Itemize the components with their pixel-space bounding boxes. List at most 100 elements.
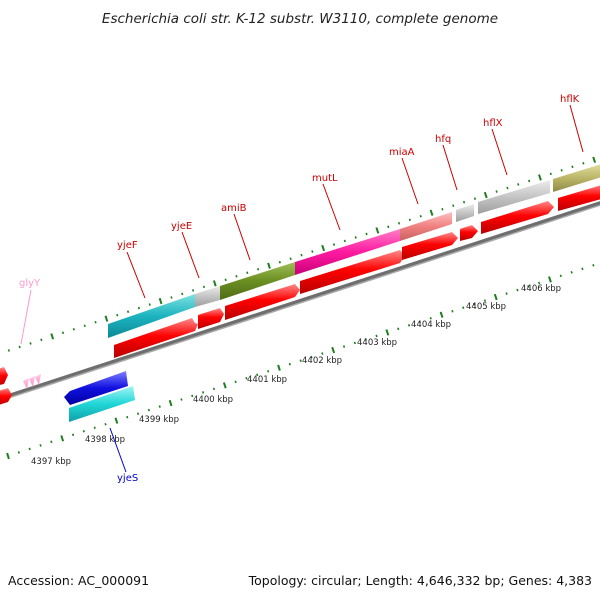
cds-arrow-yjeE[interactable]	[198, 308, 224, 329]
gene-feature-yjeS[interactable]	[69, 386, 135, 422]
minor-tick	[289, 257, 292, 260]
cds-arrow-hflX[interactable]	[481, 201, 554, 234]
gene-label-hfq: hfq	[435, 134, 451, 145]
minor-tick	[332, 243, 336, 246]
trna-glyY-3[interactable]	[35, 374, 41, 385]
cds-arrow-hflK[interactable]	[558, 184, 600, 211]
cds-arrow-left-2[interactable]	[0, 388, 12, 406]
minor-tick	[560, 169, 563, 172]
minor-tick	[473, 197, 477, 200]
minor-tick	[288, 362, 291, 366]
minor-tick	[397, 222, 401, 225]
cds-arrow-miaA[interactable]	[402, 232, 458, 260]
minor-tick	[191, 394, 194, 398]
gene-feature-miaA[interactable]	[400, 212, 452, 241]
cds-arrow-hfq[interactable]	[460, 225, 478, 241]
gene-feature-mutL[interactable]	[295, 229, 400, 275]
minor-tick	[506, 186, 509, 190]
minor-tick	[452, 204, 455, 207]
minor-tick	[104, 422, 107, 426]
minor-tick	[343, 239, 346, 243]
cds-forward-track	[114, 184, 600, 358]
minor-tick	[299, 359, 302, 362]
major-tick	[222, 382, 227, 389]
gene-feature-hfq[interactable]	[456, 204, 474, 222]
minor-tick	[212, 387, 216, 391]
minor-tick	[93, 426, 96, 430]
minor-tick	[418, 320, 421, 324]
minor-tick	[147, 408, 151, 412]
minor-tick	[116, 313, 119, 317]
minor-tick	[148, 303, 151, 306]
minor-tick	[180, 398, 183, 401]
minor-tick	[18, 345, 21, 349]
gene-label-leaders	[20, 104, 584, 473]
minor-tick	[582, 162, 585, 165]
minor-tick	[28, 447, 31, 451]
minor-tick	[136, 412, 140, 415]
minor-tick	[17, 451, 20, 454]
minor-tick	[342, 345, 346, 348]
major-tick	[114, 417, 119, 424]
minor-tick	[505, 292, 508, 295]
kbp-scale: 4397 kbp 4398 kbp 4399 kbp 4400 kbp 4401…	[31, 284, 561, 467]
cds-arrow-mutL[interactable]	[300, 250, 405, 294]
gene-label-yjeE: yjeE	[171, 221, 192, 232]
major-tick	[267, 262, 271, 269]
minor-tick	[137, 306, 141, 310]
cds-arrow-left-1[interactable]	[0, 367, 8, 386]
minor-tick	[397, 327, 400, 331]
gene-feature-yjeE[interactable]	[195, 286, 220, 307]
minor-tick	[94, 320, 97, 324]
minor-tick	[202, 391, 205, 394]
minor-tick	[559, 274, 562, 278]
gene-feature-hflX[interactable]	[478, 180, 550, 214]
topology-text: Topology: circular; Length: 4,646,332 bp…	[248, 573, 592, 588]
minor-tick	[495, 190, 498, 193]
major-tick	[548, 276, 552, 283]
kbp-label: 4403 kbp	[357, 338, 397, 348]
reverse-strand-track	[64, 371, 135, 422]
minor-tick	[126, 415, 129, 419]
minor-tick	[40, 338, 43, 342]
gene-label-amiB: amiB	[221, 203, 247, 214]
minor-tick	[365, 232, 368, 236]
trna-glyY-2[interactable]	[29, 376, 35, 387]
minor-tick	[158, 405, 161, 408]
minor-tick	[39, 444, 42, 447]
major-tick	[429, 209, 434, 216]
accession-text: Accession: AC_000091	[8, 573, 149, 588]
kbp-label: 4405 kbp	[466, 302, 506, 312]
minor-tick	[419, 214, 422, 218]
minor-tick	[451, 309, 454, 313]
gene-feature-amiB[interactable]	[220, 262, 295, 300]
gene-feature-yjeF[interactable]	[108, 294, 195, 338]
cds-arrow-yjeS[interactable]	[64, 371, 128, 405]
minor-tick	[592, 264, 595, 267]
minor-tick	[245, 377, 248, 380]
major-tick	[277, 364, 281, 371]
major-tick	[483, 191, 488, 199]
gene-feature-hflK[interactable]	[553, 163, 600, 192]
minor-tick	[7, 349, 10, 352]
kbp-label: 4397 kbp	[31, 457, 71, 467]
minor-tick	[310, 355, 313, 359]
gene-feature-track	[108, 163, 600, 338]
major-tick	[375, 227, 380, 234]
cds-arrow-yjeF[interactable]	[114, 318, 198, 358]
minor-tick	[181, 292, 184, 296]
minor-tick	[29, 342, 32, 345]
minor-tick	[126, 310, 130, 313]
cds-arrow-amiB[interactable]	[225, 284, 300, 320]
kbp-label: 4400 kbp	[193, 395, 233, 405]
minor-tick	[472, 302, 476, 306]
minor-tick	[516, 288, 519, 292]
trna-glyY-1[interactable]	[23, 378, 29, 389]
minor-tick	[278, 260, 281, 264]
major-tick	[6, 452, 10, 460]
minor-tick	[354, 236, 357, 239]
kbp-label: 4406 kbp	[521, 284, 561, 294]
inner-tick-track	[6, 264, 595, 460]
minor-tick	[571, 165, 574, 169]
minor-tick	[441, 207, 444, 211]
